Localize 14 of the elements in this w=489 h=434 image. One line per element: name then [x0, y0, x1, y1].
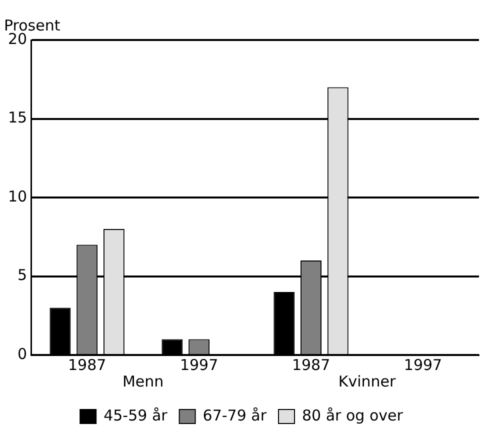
legend-label: 67-79 år	[202, 406, 268, 424]
y-tick-label: 5	[18, 266, 28, 284]
legend-label: 45-59 år	[104, 406, 168, 424]
text: Menn	[122, 372, 164, 390]
x-tick-label: 1997	[180, 356, 218, 374]
x-tick-label: 1997	[404, 356, 442, 374]
y-tick-label: 10	[8, 187, 28, 206]
y-tick-label: 20	[8, 30, 28, 48]
x-tick-label: 1987	[292, 356, 330, 374]
x-tick-label: 1987	[68, 356, 106, 374]
y-tick-label: 0	[18, 344, 28, 363]
y-tick-label: 15	[8, 108, 28, 127]
legend-label: 80 år og over	[302, 406, 404, 424]
text: Kvinner	[338, 372, 396, 390]
